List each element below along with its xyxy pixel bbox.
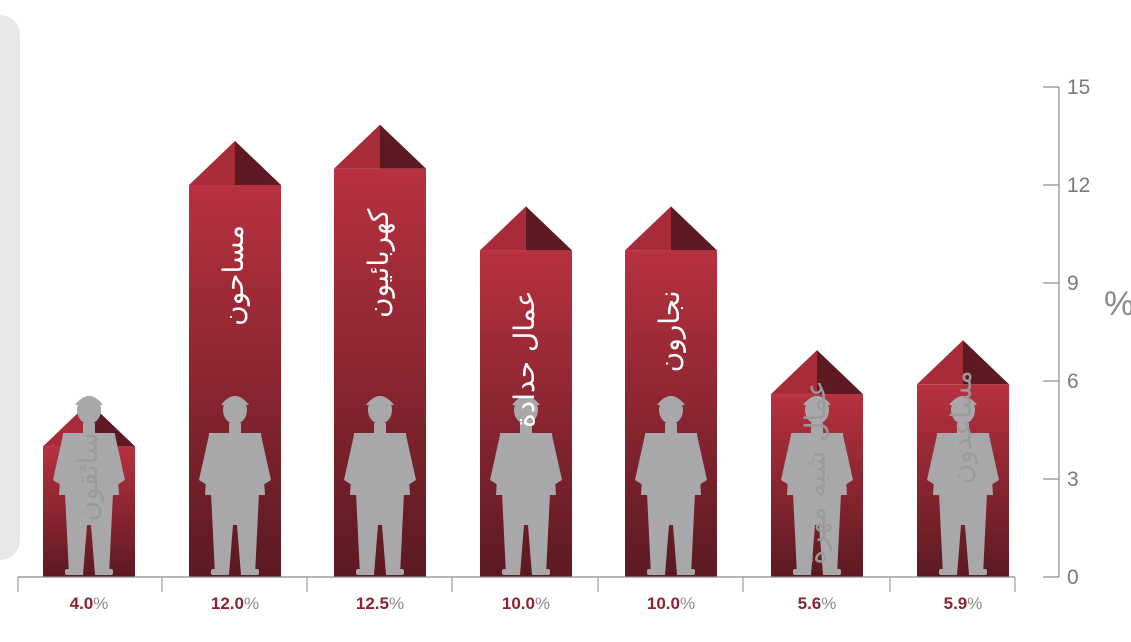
bar-arrowhead-left [334,124,380,169]
value-label: 4.0% [70,594,109,613]
value-label: 5.9% [944,594,983,613]
value-label: 10.0% [647,594,695,613]
bar-arrowhead-left [480,206,526,251]
bar-group: نجارون [625,206,717,578]
category-label: مساحون [217,225,250,326]
bar-arrowhead-left [917,340,963,385]
side-panel [0,15,20,560]
bar-group: مساعدون [917,340,1009,577]
category-label: مساعدون [945,370,978,484]
bar-arrowhead-left [771,350,817,395]
bar-arrowhead-right [963,340,1009,385]
category-label: كهربائيون [362,208,395,318]
y-axis-unit-label: % [1104,285,1131,323]
bar-arrowhead-left [625,206,671,251]
value-label: 12.0% [211,594,259,613]
y-tick-label: 9 [1067,272,1079,295]
y-tick-label: 0 [1067,566,1079,589]
y-tick-label: 3 [1067,468,1079,491]
value-label: 12.5% [356,594,404,613]
value-label: 10.0% [502,594,550,613]
category-label: عمال حدادة [508,290,541,428]
bar-arrowhead-left [189,141,235,185]
category-label: سائقون [71,432,104,521]
bar-arrowhead-right [526,206,572,251]
bar-arrowhead-right [817,350,863,395]
value-label: 5.6% [798,594,837,613]
category-label: نجارون [653,290,686,372]
y-tick-label: 12 [1067,174,1090,197]
bar-group: عمال حدادة [480,206,572,578]
y-tick-label: 15 [1067,76,1090,99]
bar-arrowhead-right [235,141,281,185]
category-label: عمال شبه مهرة [799,380,832,565]
bar-arrowhead-right [671,206,717,251]
bar-group: سائقون [43,396,135,577]
bar-group: عمال شبه مهرة [771,350,863,577]
bar-group: كهربائيون [334,124,426,577]
bar-group: مساحون [189,141,281,577]
bar-arrowhead-right [380,124,426,169]
y-tick-label: 6 [1067,370,1079,393]
